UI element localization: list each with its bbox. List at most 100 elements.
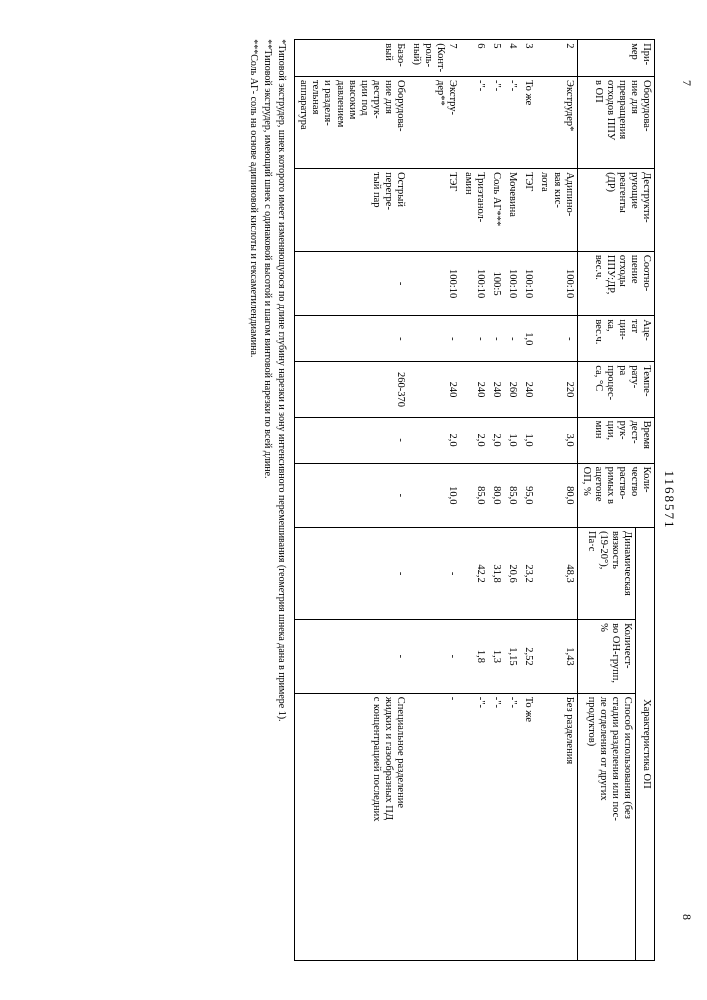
cell-oh: 1,8 [460,620,488,694]
cell-ac: - [407,316,459,362]
table-row: 6 -"- Триэтанол-амин 100:10 - 240 2,0 85… [460,40,488,961]
col-group-op: Характеристика ОП [635,528,654,961]
cell-use: Без разделения [536,693,577,960]
table-row: 7(Конт-роль-ный) Экстру-дер** ТЭГ 100:10… [407,40,459,961]
cell-time: 2,0 [460,417,488,463]
cell-oh: 1,43 [536,620,577,694]
cell-sol: 80,0 [488,463,504,527]
cell-visc: - [294,528,407,620]
col-usage: Способ использования (безстадии разделен… [577,693,636,960]
col-soluble: Коли-чествораство-римых вацетонеОП, % [577,463,654,527]
cell-ratio: 100:10 [520,251,536,315]
cell-t: 240 [407,362,459,417]
data-table: При-мер Оборудова-ние дляпревращенияотхо… [294,39,655,961]
cell-oh: - [294,620,407,694]
cell-visc: 48,3 [536,528,577,620]
cell-ac: - [488,316,504,362]
cell-time: - [294,417,407,463]
cell-sol: - [294,463,407,527]
cell-oh: - [407,620,459,694]
col-equipment: Оборудова-ние дляпревращенияотходов ППУв… [577,77,654,169]
cell-sol: 85,0 [504,463,520,527]
cell-t: 240 [460,362,488,417]
col-viscosity: Динамическаявязкость(19-20°),Па·с [577,528,636,620]
table-row: 2 Экструдер* Адипино-вая кис-лота 100:10… [536,40,577,961]
cell-ratio: 100:10 [407,251,459,315]
cell-ratio: 100:10 [460,251,488,315]
cell-use: -"- [460,693,488,960]
cell-n: 5 [488,40,504,77]
cell-ratio: 100:10 [504,251,520,315]
col-reagents: Деструкти-рующиереагенты(ДР) [577,169,654,252]
footnotes: *Типовой экструдер, шнек которого имеет … [247,39,288,961]
cell-dr: Острыйперегре-тый пар [294,169,407,252]
cell-time: 2,0 [407,417,459,463]
cell-sol: 10,0 [407,463,459,527]
cell-dr: ТЭГ [520,169,536,252]
cell-sol: 85,0 [460,463,488,527]
cell-time: 3,0 [536,417,577,463]
cell-use: Специальное разделениежидких и газообраз… [294,693,407,960]
cell-ac: - [294,316,407,362]
cell-use: То же [520,693,536,960]
cell-time: 2,0 [488,417,504,463]
cell-eq: Экстру-дер** [407,77,459,169]
table-row: 5 -"- Соль АГ*** 100:5 - 240 2,0 80,0 31… [488,40,504,961]
cell-eq: -"- [488,77,504,169]
cell-dr: Адипино-вая кис-лота [536,169,577,252]
cell-n: 7(Конт-роль-ный) [407,40,459,77]
col-ratio: Соотно-шениеотходыППУ:ДР,вес.ч. [577,251,654,315]
table-body: 2 Экструдер* Адипино-вая кис-лота 100:10… [294,40,576,961]
cell-oh: 2,52 [520,620,536,694]
cell-t: 260-370 [294,362,407,417]
col-acetate: Аце-татцин-ка,вес.ч. [577,316,654,362]
cell-dr: Триэтанол-амин [460,169,488,252]
cell-n: 3 [520,40,536,77]
cell-eq: -"- [504,77,520,169]
col-temp: Темпе-рату-рапроцес-са, °C [577,362,654,417]
cell-n: 4 [504,40,520,77]
cell-n: 6 [460,40,488,77]
cell-use: -"- [504,693,520,960]
cell-eq: То же [520,77,536,169]
footnote-2: **Типовой экструдер, имеющий шнек с один… [261,39,274,961]
cell-oh: 1,3 [488,620,504,694]
table-row: 4 -"- Мочевина 100:10 - 260 1,0 85,0 20,… [504,40,520,961]
col-example: При-мер [577,40,654,77]
page-num-right: 8 [679,914,694,920]
cell-visc: 42,2 [460,528,488,620]
cell-ac: - [504,316,520,362]
cell-ratio: 100:5 [488,251,504,315]
cell-eq: Экструдер* [536,77,577,169]
cell-dr: ТЭГ [407,169,459,252]
cell-use: - [407,693,459,960]
cell-dr: Соль АГ*** [488,169,504,252]
cell-ratio: 100:10 [536,251,577,315]
cell-time: 1,0 [520,417,536,463]
cell-t: 240 [520,362,536,417]
cell-ac: - [536,316,577,362]
cell-oh: 1,15 [504,620,520,694]
cell-visc: 20,6 [504,528,520,620]
cell-sol: 95,0 [520,463,536,527]
footnote-3: ***Соль АГ- соль на основе адипиновой ки… [247,39,260,961]
col-oh: Количест-во ОН-групп,% [577,620,636,694]
cell-visc: 23,2 [520,528,536,620]
table-row: 3 То же ТЭГ 100:10 1,0 240 1,0 95,0 23,2… [520,40,536,961]
col-time: Времядест-рук-ции,мин [577,417,654,463]
footnote-1: *Типовой экструдер, шнек которого имеет … [275,39,288,961]
cell-ac: 1,0 [520,316,536,362]
cell-dr: Мочевина [504,169,520,252]
cell-t: 220 [536,362,577,417]
cell-eq: Оборудова-ние длядеструк-ции подвысокимд… [294,77,407,169]
cell-n: 2 [536,40,577,77]
cell-time: 1,0 [504,417,520,463]
page-num-left: 7 [679,80,694,86]
cell-n: Базо-вый [294,40,407,77]
cell-sol: 80,0 [536,463,577,527]
cell-t: 240 [488,362,504,417]
cell-ratio: - [294,251,407,315]
cell-ac: - [460,316,488,362]
document-number: 1168571 [661,20,677,980]
cell-t: 260 [504,362,520,417]
